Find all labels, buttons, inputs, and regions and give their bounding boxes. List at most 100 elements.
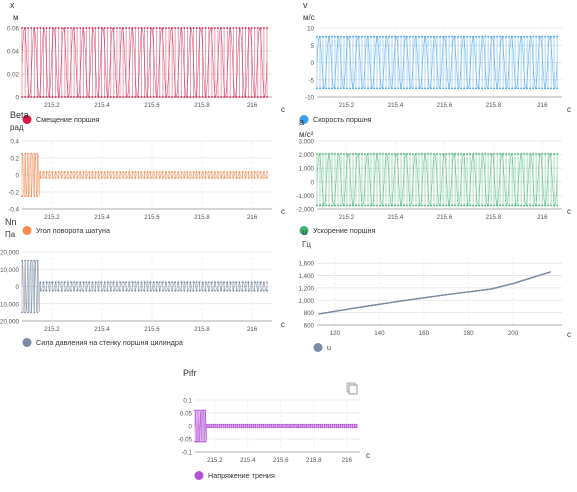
data-point [307, 426, 310, 429]
data-point [125, 96, 127, 98]
data-point [532, 204, 534, 207]
data-point [207, 281, 210, 284]
data-point [523, 35, 525, 38]
chart-u: 1,600 1,400 1,200 1,000 800 600 120 140 160 180 20… [299, 227, 571, 352]
data-point [88, 177, 91, 179]
data-point [198, 289, 201, 292]
data-point [180, 177, 183, 179]
data-point [341, 426, 344, 429]
data-point [496, 35, 498, 38]
legend-item: Скорость поршня [299, 115, 372, 124]
data-point [177, 281, 180, 284]
data-point [511, 35, 513, 38]
data-point [472, 204, 474, 207]
data-point [550, 204, 552, 207]
data-point [140, 171, 143, 173]
data-point [385, 204, 387, 207]
data-point [484, 35, 486, 38]
data-point [337, 35, 339, 38]
data-point [183, 289, 186, 292]
data-point [385, 35, 387, 38]
data-point [194, 409, 196, 412]
data-point [216, 423, 219, 426]
document-copy-icon[interactable] [346, 382, 358, 395]
data-point [445, 204, 447, 207]
legend-label: Угол поворота шатуна [36, 226, 110, 235]
data-point [529, 87, 531, 90]
data-point [76, 289, 78, 292]
data-point [106, 171, 109, 173]
data-point [109, 27, 112, 29]
data-point [406, 204, 408, 207]
data-point [256, 281, 259, 284]
data-point [246, 426, 249, 429]
data-point [116, 171, 118, 173]
data-point [517, 87, 519, 90]
data-point [131, 96, 134, 98]
data-point [226, 171, 229, 173]
data-point [212, 426, 215, 429]
legend-marker [313, 343, 323, 352]
data-point [426, 296, 429, 299]
data-point [207, 27, 210, 29]
data-point [198, 177, 201, 179]
data-point [30, 152, 33, 155]
data-point [252, 426, 255, 429]
data-point [94, 177, 97, 179]
data-point [424, 35, 426, 38]
data-point [54, 281, 57, 284]
data-point [174, 171, 177, 173]
data-point [535, 35, 537, 38]
data-point [79, 96, 82, 98]
data-point [301, 426, 303, 429]
data-point [281, 423, 283, 426]
data-point [201, 281, 204, 284]
data-point [266, 426, 269, 429]
data-point [457, 204, 459, 207]
data-point [100, 289, 103, 292]
data-point [155, 289, 158, 292]
data-point [493, 153, 495, 155]
data-point [523, 87, 525, 90]
data-point [370, 204, 372, 207]
x-tick-label: 200 [508, 330, 519, 337]
x-unit-label: с [567, 207, 571, 216]
y-tick-label: -10,000 [0, 301, 20, 308]
data-point [403, 204, 405, 207]
data-point [33, 259, 36, 262]
data-point [263, 171, 265, 173]
data-point [60, 27, 63, 29]
x-tick-label: 215.6 [437, 102, 453, 109]
data-point [223, 171, 226, 173]
data-point [155, 171, 158, 173]
axis-variable-label: Nn [5, 217, 17, 227]
data-point [103, 289, 106, 292]
data-point [27, 27, 29, 29]
data-point [79, 171, 82, 173]
data-point [340, 153, 342, 155]
data-point [361, 35, 363, 38]
data-point [371, 304, 373, 307]
data-point [220, 423, 223, 426]
data-point [409, 87, 411, 90]
data-point [355, 204, 357, 207]
data-point [321, 423, 324, 426]
data-point [409, 35, 411, 38]
data-point [427, 153, 429, 155]
data-point [45, 27, 48, 29]
data-point [204, 281, 207, 284]
data-point [226, 96, 229, 98]
data-point [391, 87, 393, 90]
data-point [252, 423, 255, 426]
data-point [349, 153, 351, 155]
data-point [33, 311, 36, 314]
data-point [60, 177, 63, 179]
data-point [48, 171, 51, 173]
data-point [79, 177, 82, 179]
data-point [36, 311, 39, 314]
data-point [88, 281, 91, 284]
data-point [214, 27, 216, 29]
data-point [385, 302, 388, 305]
data-point [119, 27, 121, 29]
data-point [201, 171, 204, 173]
